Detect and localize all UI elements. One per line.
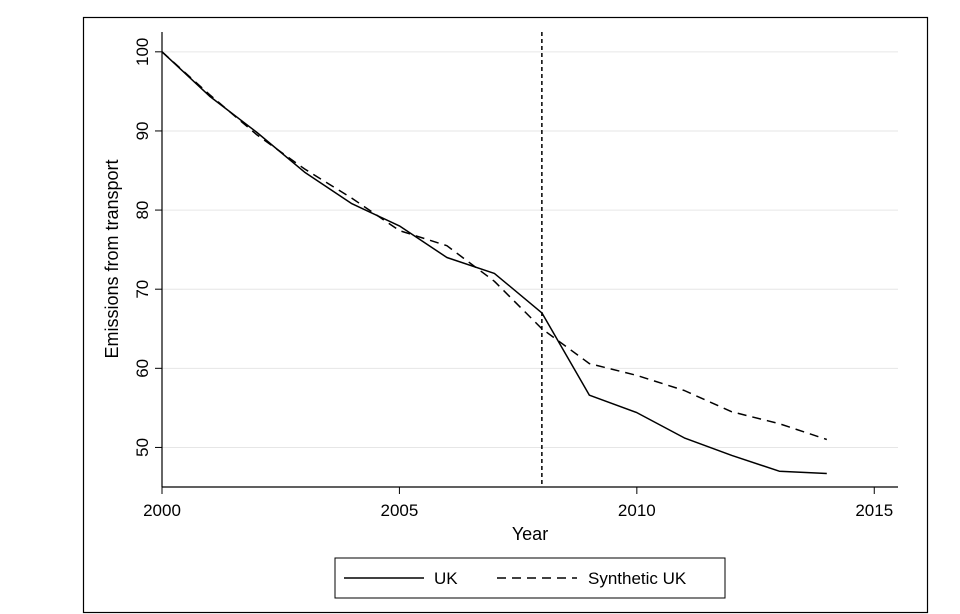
- y-tick-label-60: 60: [133, 359, 152, 378]
- series-line-uk: [161, 51, 827, 475]
- y-tick-label-50: 50: [133, 438, 152, 457]
- x-tick-label-2000: 2000: [143, 501, 181, 520]
- x-axis-title: Year: [512, 524, 548, 544]
- y-tick-label-70: 70: [133, 280, 152, 299]
- grid-lines: [162, 51, 898, 448]
- series-line-synthetic-uk: [161, 51, 828, 441]
- outer-frame: [82, 16, 929, 614]
- legend-label-synthetic-uk: Synthetic UK: [588, 569, 687, 588]
- y-tick-label-100: 100: [133, 38, 152, 66]
- axes: 50 60 70 80 90 100 2000 2005 2010 2015: [133, 32, 898, 520]
- y-tick-label-80: 80: [133, 201, 152, 220]
- y-tick-label-90: 90: [133, 121, 152, 140]
- y-axis-title: Emissions from transport: [102, 159, 122, 358]
- legend-label-uk: UK: [434, 569, 458, 588]
- x-tick-label-2015: 2015: [855, 501, 893, 520]
- x-tick-label-2010: 2010: [618, 501, 656, 520]
- legend: UK Synthetic UK: [334, 557, 726, 599]
- x-tick-label-2005: 2005: [381, 501, 419, 520]
- series-group: [161, 51, 828, 475]
